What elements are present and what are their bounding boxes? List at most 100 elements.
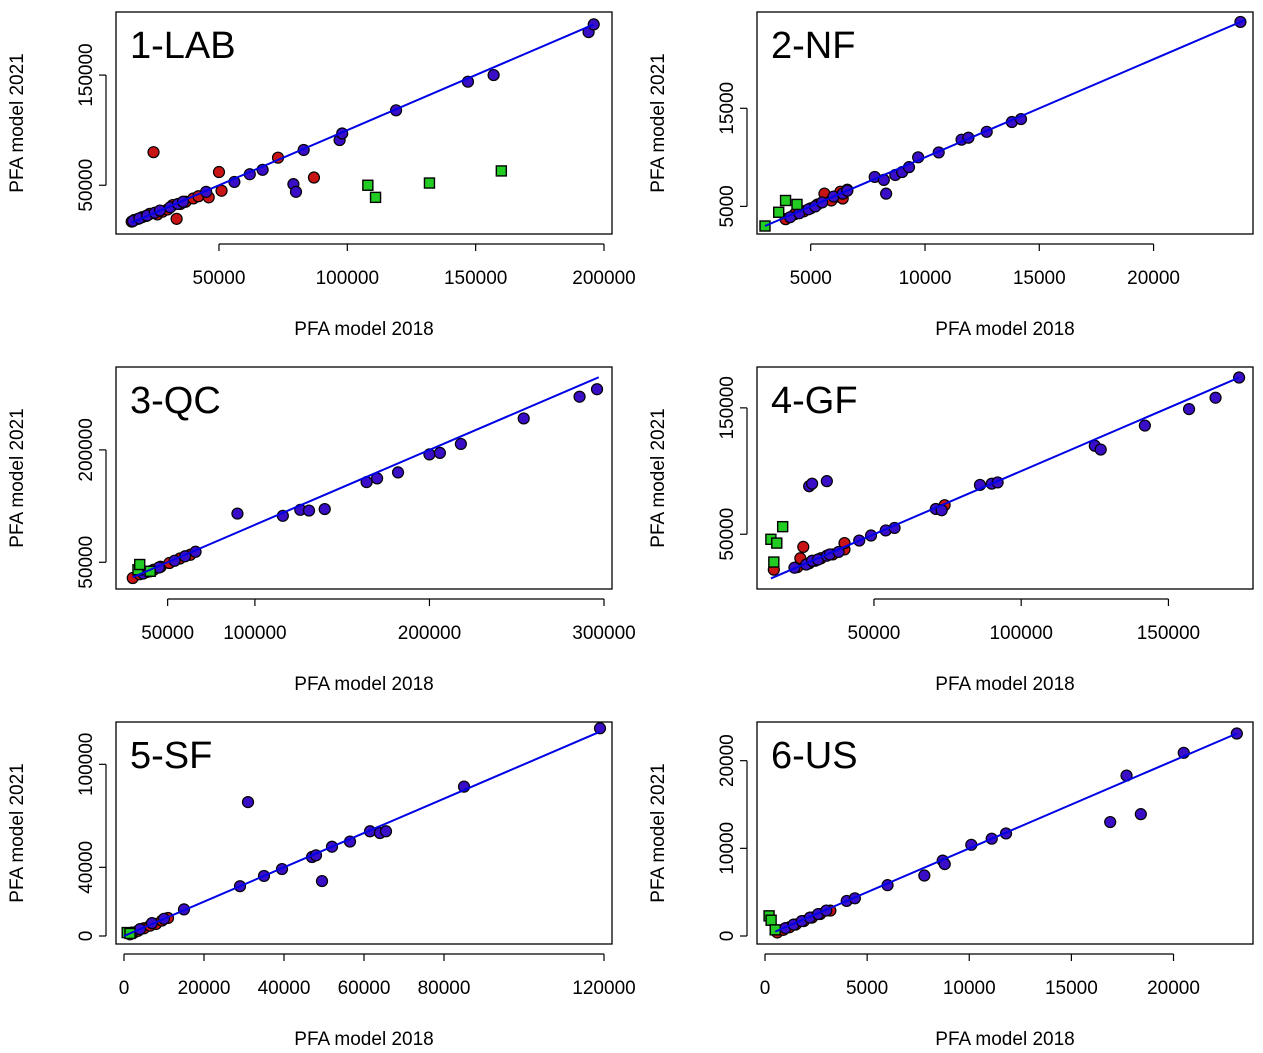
fit-line	[131, 23, 595, 224]
x-tick-label: 300000	[572, 623, 635, 644]
data-point-blue	[1138, 419, 1151, 432]
data-point-red	[307, 171, 321, 184]
panel-title: 3-QC	[130, 380, 221, 422]
data-point-blue	[1104, 815, 1117, 829]
data-point-green	[369, 191, 382, 204]
x-tick-label: 150000	[1137, 623, 1200, 644]
x-tick-label: 20000	[1147, 978, 1200, 999]
panel-title: 6-US	[771, 735, 858, 777]
data-point-blue	[593, 722, 607, 735]
data-point-green	[495, 165, 508, 177]
data-point-green	[423, 177, 436, 189]
x-tick-label: 100000	[223, 623, 286, 644]
x-axis-title: PFA model 2018	[935, 1029, 1074, 1050]
x-tick-label: 5000	[846, 978, 888, 999]
data-point-blue	[820, 475, 833, 488]
data-point-red	[797, 540, 810, 553]
x-axis-title: PFA model 2018	[935, 319, 1074, 340]
plot-frame	[756, 721, 1254, 945]
x-tick-label: 10000	[943, 978, 996, 999]
y-tick-label: 200000	[76, 418, 97, 481]
x-tick-label: 200000	[398, 623, 461, 644]
data-point-red	[147, 146, 160, 159]
data-point-green	[765, 914, 777, 926]
data-point-blue	[302, 504, 316, 517]
x-tick-label: 20000	[178, 978, 231, 999]
y-axis-title: PFA model 2021	[7, 763, 28, 902]
data-point-green	[771, 537, 783, 549]
plot-frame	[115, 366, 613, 590]
fit-line	[774, 732, 1238, 933]
x-tick-label: 200000	[572, 268, 635, 289]
data-point-green	[134, 558, 146, 571]
panel-title: 1-LAB	[130, 25, 236, 67]
y-tick-label: 10000	[717, 822, 738, 875]
data-point-blue	[880, 187, 893, 200]
data-point-blue	[517, 412, 530, 425]
data-point-blue	[1094, 443, 1107, 456]
fit-line	[764, 19, 1246, 227]
fit-line	[123, 730, 601, 937]
data-point-green	[779, 194, 792, 207]
data-point-blue	[590, 383, 604, 396]
data-point-blue	[231, 507, 244, 520]
x-tick-label: 15000	[1045, 978, 1098, 999]
y-tick-label: 0	[76, 931, 97, 942]
data-point-blue	[573, 390, 586, 403]
data-point-green	[791, 198, 803, 211]
data-point-blue	[806, 477, 819, 490]
data-point-green	[362, 179, 374, 191]
plot-frame	[756, 11, 1254, 235]
data-point-red	[212, 165, 226, 179]
x-tick-label: 0	[760, 978, 771, 999]
y-axis-title: PFA model 2021	[7, 408, 28, 547]
y-tick-label: 5000	[717, 185, 738, 227]
x-axis-title: PFA model 2018	[294, 1029, 433, 1050]
plot-frame	[115, 11, 613, 235]
x-tick-label: 120000	[572, 978, 635, 999]
y-tick-label: 100000	[76, 733, 97, 796]
y-axis-title: PFA model 2021	[7, 53, 28, 192]
y-tick-label: 50000	[717, 508, 738, 561]
x-tick-label: 150000	[444, 268, 507, 289]
x-tick-label: 80000	[418, 978, 471, 999]
x-tick-label: 10000	[899, 268, 952, 289]
data-point-blue	[315, 874, 329, 888]
y-axis-title: PFA model 2021	[648, 53, 669, 192]
data-point-green	[768, 556, 780, 568]
x-tick-label: 50000	[193, 268, 246, 289]
panel-title: 2-NF	[771, 25, 855, 67]
data-point-blue	[454, 437, 467, 451]
y-tick-label: 15000	[717, 82, 738, 135]
plot-frame	[756, 366, 1254, 590]
panel-5: 0 20000 40000 60000 80000 120000 0 40000 100000 P…	[7, 721, 636, 1050]
x-tick-label: 0	[119, 978, 130, 999]
fit-line	[132, 376, 600, 579]
x-tick-label: 50000	[848, 623, 901, 644]
data-point-blue	[918, 869, 931, 882]
y-tick-label: 50000	[76, 536, 97, 589]
panel-2: 5000 10000 15000 20000 5000 15000 PFA model 20…	[648, 11, 1254, 340]
data-point-blue	[1209, 391, 1222, 404]
data-point-blue	[379, 825, 393, 838]
x-axis-title: PFA model 2018	[935, 674, 1074, 695]
data-point-red	[170, 212, 183, 225]
y-tick-label: 150000	[76, 43, 97, 106]
x-tick-label: 50000	[141, 623, 194, 644]
data-point-green	[776, 520, 789, 533]
data-point-blue	[241, 795, 255, 809]
x-tick-label: 60000	[338, 978, 391, 999]
data-point-green	[773, 206, 785, 218]
data-point-blue	[1134, 808, 1147, 821]
x-axis-title: PFA model 2018	[294, 674, 433, 695]
data-point-blue	[1182, 403, 1196, 416]
x-tick-label: 20000	[1127, 268, 1180, 289]
data-point-red	[215, 184, 228, 197]
panel-title: 4-GF	[771, 380, 858, 422]
data-point-blue	[487, 68, 500, 82]
panel-3: 50000 100000 200000 300000 50000 200000 PFA mo…	[7, 366, 636, 695]
x-tick-label: 100000	[989, 623, 1052, 644]
x-tick-label: 100000	[316, 268, 379, 289]
y-axis-title: PFA model 2021	[648, 763, 669, 902]
